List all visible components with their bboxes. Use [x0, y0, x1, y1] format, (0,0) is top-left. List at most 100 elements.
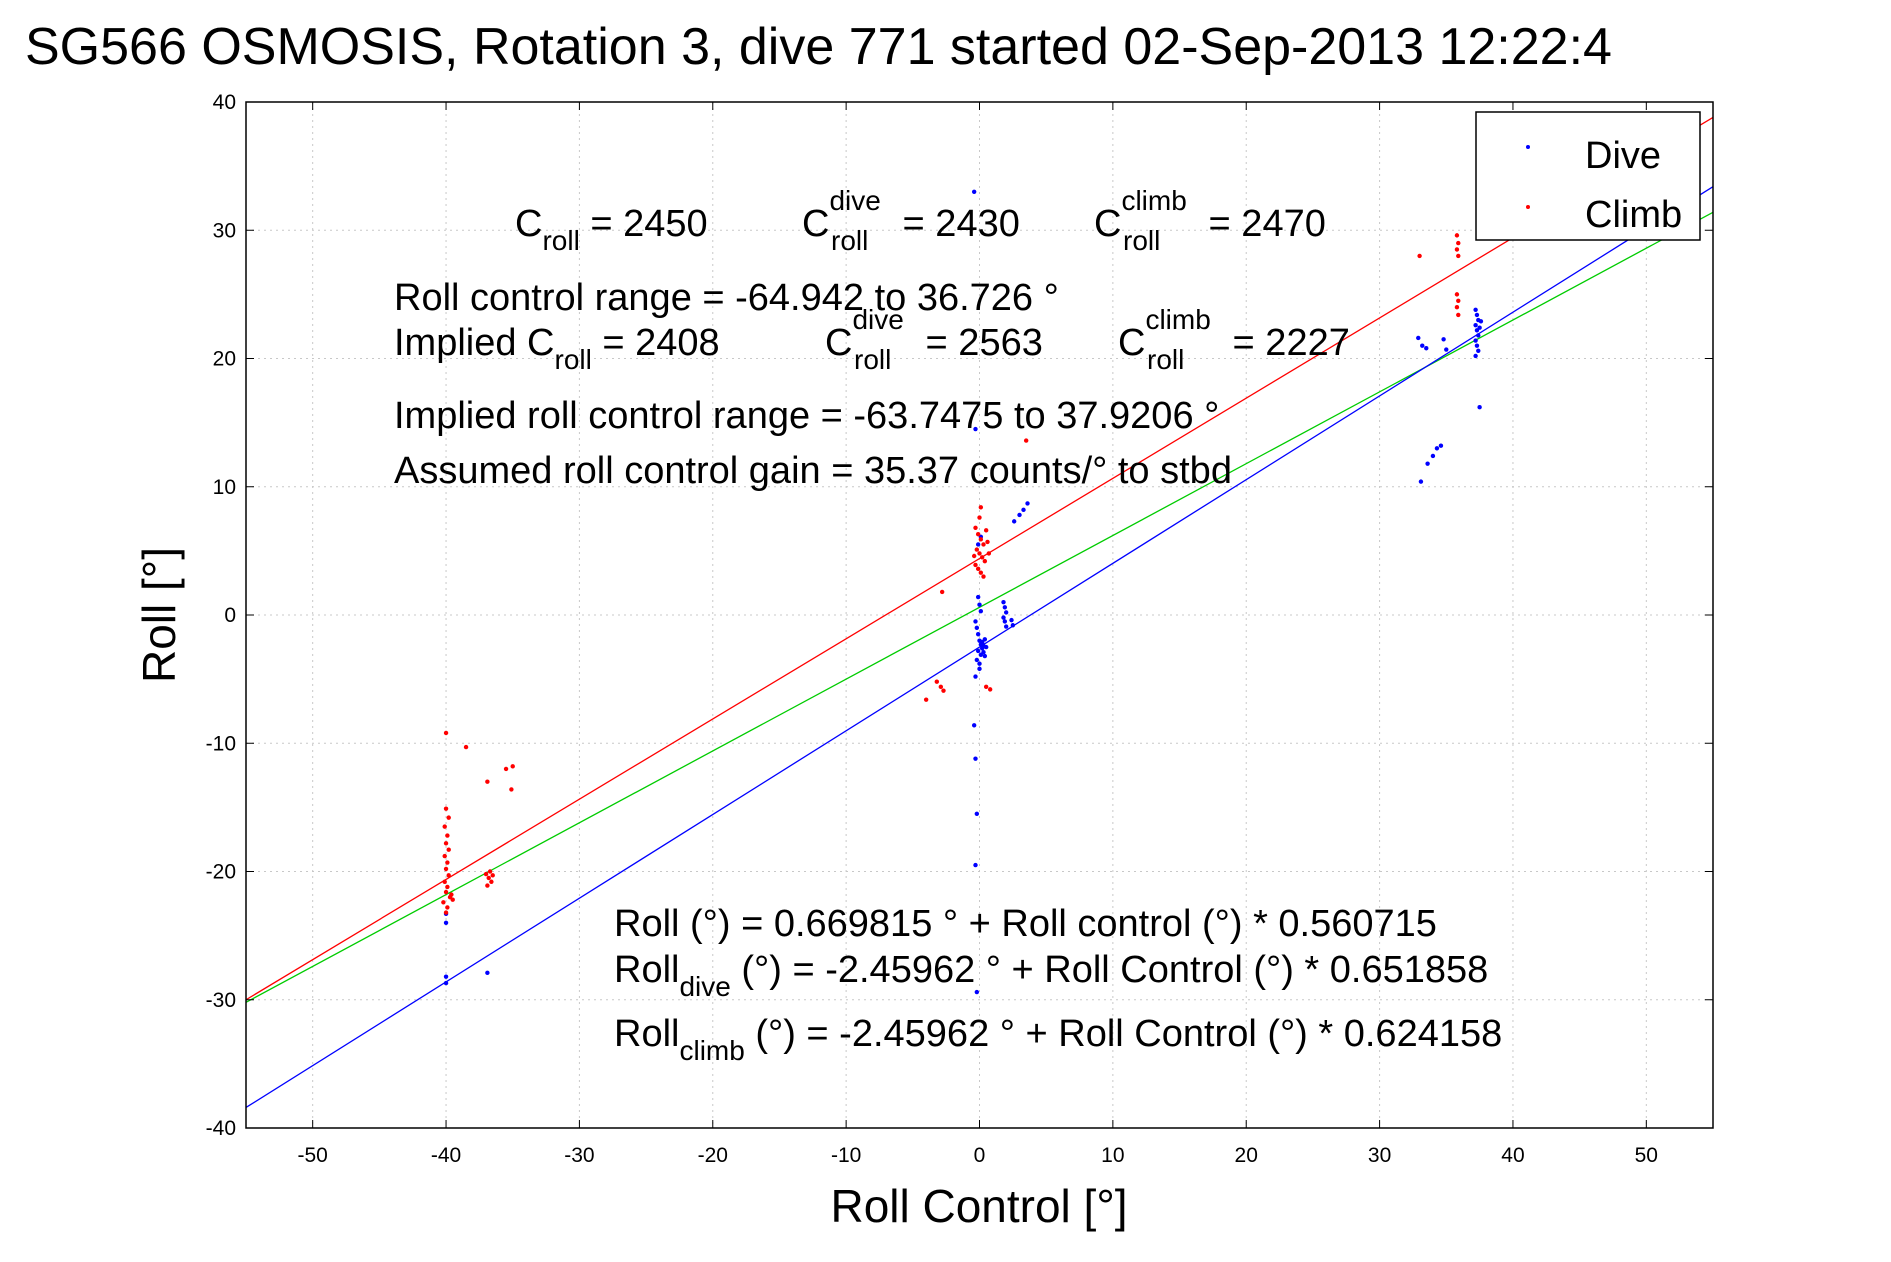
dive-point [1001, 615, 1006, 620]
climb-point [1456, 312, 1461, 318]
dive-point [1477, 325, 1482, 330]
climb-point [503, 766, 509, 772]
dive-point [1473, 338, 1478, 343]
dive-point [975, 632, 981, 637]
y-tick-label: 0 [224, 604, 236, 627]
annotation-equation-overall: Roll (°) = 0.669815 ° + Roll control (°)… [614, 903, 1437, 945]
climb-fit-line [245, 116, 1714, 1001]
implied-value: = 2408 [592, 322, 720, 364]
climb-point [445, 905, 450, 910]
y-tick-label: -20 [206, 861, 236, 884]
y-tick-label: 30 [213, 219, 236, 242]
dive-point [982, 637, 988, 642]
x-tick-label: -50 [298, 1144, 328, 1167]
c-roll-letter: C [515, 203, 542, 245]
dive-point [975, 648, 981, 654]
climb-point [981, 574, 986, 579]
dive-point [973, 862, 978, 868]
c-dive-letter: C [802, 203, 829, 245]
climb-point [939, 589, 945, 595]
dive-point [1434, 446, 1440, 451]
implied-climb-letter: C [1118, 322, 1145, 364]
climb-point [982, 558, 988, 564]
dive-point [443, 980, 449, 986]
dive-point [975, 542, 981, 547]
eq-climb-prefix: Roll [614, 1013, 679, 1055]
climb-point [987, 687, 993, 692]
dive-point [973, 619, 978, 624]
implied-dive-value: = 2563 [915, 322, 1043, 364]
implied-climb-sup: climb [1145, 304, 1210, 335]
dive-point [443, 974, 449, 979]
climb-point [483, 871, 489, 877]
dive-point [1425, 461, 1430, 466]
y-tick-label: -30 [206, 989, 236, 1012]
y-axis-ticks: -40 -30 -20 -10 0 10 20 30 40 [206, 91, 1713, 1140]
dive-point [977, 602, 982, 607]
eq-climb-rest: (°) = -2.45962 ° + Roll Control (°) * 0.… [745, 1013, 1502, 1055]
climb-point [978, 537, 984, 542]
dive-point [978, 652, 984, 657]
annotation-equation-climb: Rollclimb (°) = -2.45962 ° + Roll Contro… [614, 1013, 1502, 1066]
x-tick-label: -30 [564, 1144, 594, 1167]
implied-sub: roll [555, 344, 592, 375]
legend-climb-label: Climb [1585, 194, 1682, 236]
dive-point [983, 644, 989, 650]
climb-series [441, 233, 1461, 915]
x-tick-label: 20 [1235, 1144, 1258, 1167]
climb-point [1023, 438, 1029, 443]
climb-point [487, 869, 493, 874]
c-dive-sub: roll [831, 225, 868, 256]
dive-point [1010, 623, 1016, 628]
c-climb-letter: C [1094, 203, 1121, 245]
climb-point [449, 892, 454, 897]
dive-point [1011, 519, 1017, 524]
climb-point [1456, 240, 1461, 246]
y-axis-label: Roll [°] [133, 547, 185, 683]
annotation-equation-dive: Rolldive (°) = -2.45962 ° + Roll Control… [614, 949, 1488, 1002]
climb-point [974, 547, 980, 552]
climb-point [446, 847, 451, 852]
dive-point [1021, 507, 1026, 513]
chart-title: SG566 OSMOSIS, Rotation 3, dive 771 star… [25, 18, 1612, 76]
climb-point [443, 806, 449, 811]
legend-dive-marker [1526, 145, 1530, 149]
climb-point [446, 873, 451, 878]
dive-point [1009, 617, 1014, 623]
climb-point [985, 539, 990, 545]
c-climb-value: = 2470 [1198, 203, 1326, 245]
climb-point [975, 532, 981, 537]
dive-point [1025, 501, 1030, 506]
dive-point [975, 594, 981, 600]
climb-point [443, 841, 449, 846]
climb-point [442, 824, 447, 829]
y-tick-label: 20 [213, 348, 236, 371]
x-tick-label: 30 [1368, 1144, 1391, 1167]
implied-dive-letter: C [825, 322, 852, 364]
dive-point [982, 653, 988, 659]
dive-point [973, 426, 978, 432]
dive-point [1473, 322, 1478, 328]
x-axis-label: Roll Control [°] [830, 1180, 1127, 1232]
dive-point [974, 657, 980, 663]
dive-point [978, 608, 984, 614]
x-tick-label: 10 [1101, 1144, 1124, 1167]
y-tick-label: 10 [213, 476, 236, 499]
eq-dive-rest: (°) = -2.45962 ° + Roll Control (°) * 0.… [731, 949, 1488, 991]
annotation-implied-c-climb: Cclimb roll = 2227 [1118, 304, 1350, 375]
dive-point [1424, 346, 1429, 351]
dive-point [1476, 333, 1481, 338]
climb-point [509, 787, 514, 792]
dive-point [974, 811, 980, 816]
climb-point [450, 897, 455, 902]
climb-point [486, 875, 491, 881]
dive-fit-line [245, 186, 1714, 1109]
c-roll-value: = 2450 [580, 203, 708, 245]
dive-point [485, 970, 490, 976]
dive-point [1002, 619, 1008, 624]
dive-point [973, 674, 978, 679]
climb-point [442, 853, 447, 859]
c-climb-sup: climb [1121, 185, 1186, 216]
dive-point [1430, 453, 1436, 459]
climb-point [978, 570, 984, 575]
